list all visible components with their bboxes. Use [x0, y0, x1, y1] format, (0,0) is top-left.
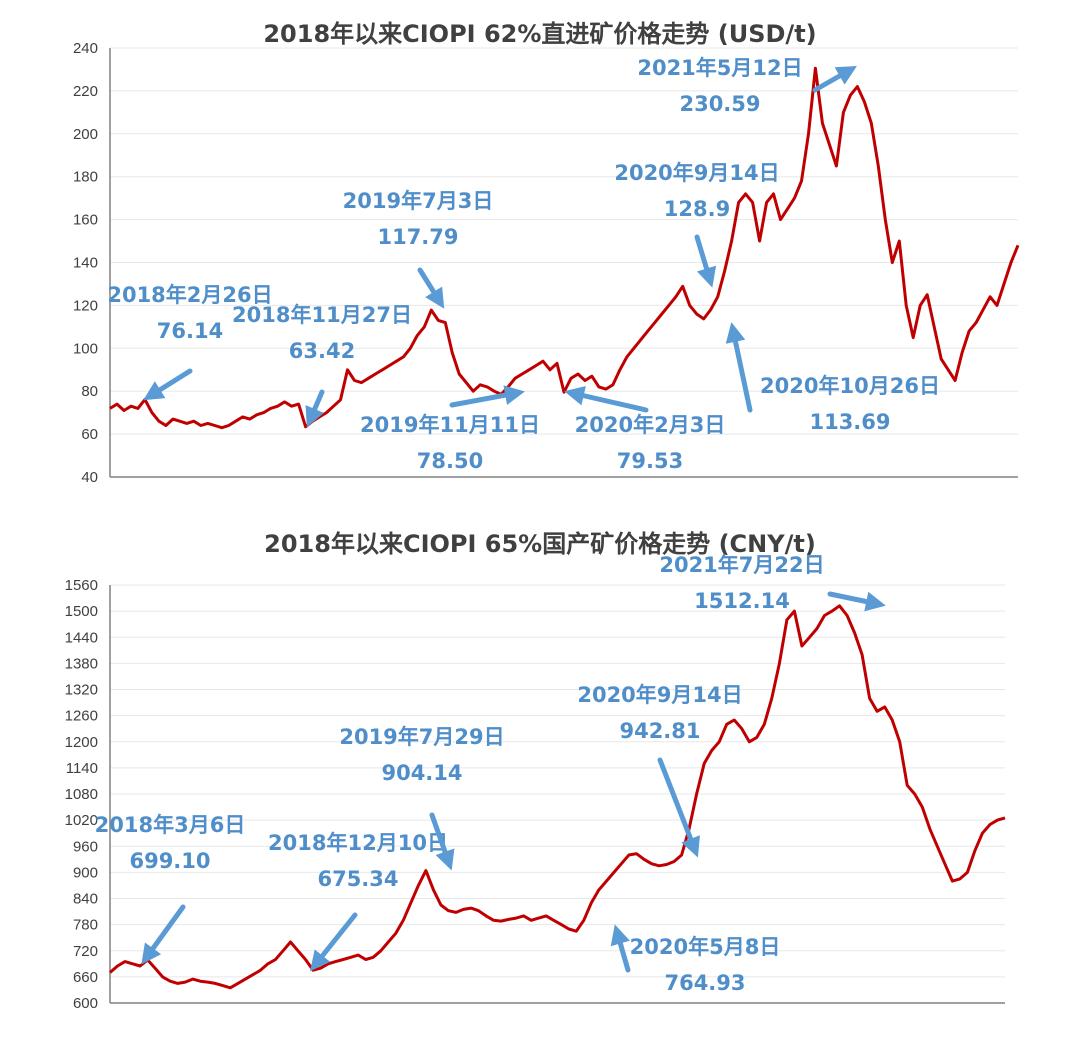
- usd-annotation-value: 78.50: [417, 449, 483, 473]
- usd-y-tick-label: 100: [73, 340, 98, 357]
- usd-annotation-date: 2019年11月11日: [360, 413, 540, 437]
- cny-y-tick-label: 1260: [65, 708, 98, 725]
- usd-annotation-arrow: [305, 389, 325, 428]
- usd-annotation-date: 2021年5月12日: [637, 56, 802, 80]
- usd-annotation-arrow: [564, 385, 649, 413]
- cny-annotation-arrow: [141, 904, 186, 965]
- usd-y-tick-label: 160: [73, 212, 98, 229]
- usd-annotation-value: 113.69: [809, 410, 890, 434]
- cny-annotation-arrow: [610, 924, 631, 973]
- usd-y-tick-label: 120: [73, 297, 98, 314]
- cny-annotation-date: 2021年7月22日: [659, 553, 824, 577]
- cny-annotation-arrow: [657, 757, 700, 858]
- usd-annotation-arrow: [812, 66, 857, 93]
- usd-annotation-date: 2018年2月26日: [107, 283, 272, 307]
- cny-y-tick-label: 600: [73, 995, 98, 1012]
- cny-annotation-date: 2020年5月8日: [630, 935, 781, 959]
- cny-annotation-arrow: [429, 812, 455, 871]
- usd-y-tick-label: 140: [73, 255, 98, 272]
- cny-y-tick-label: 720: [73, 943, 98, 960]
- usd-annotation-arrow: [694, 234, 717, 288]
- cny-annotation-value: 675.34: [317, 867, 398, 891]
- usd-y-tick-label: 40: [81, 469, 98, 486]
- cny-y-tick-label: 660: [73, 969, 98, 986]
- cny-annotation-arrow: [310, 912, 358, 972]
- usd-y-tick-label: 60: [81, 426, 98, 443]
- cny-y-tick-label: 1140: [66, 760, 98, 777]
- cny-y-tick-label: 1500: [65, 603, 98, 620]
- usd-annotation-arrow: [143, 368, 193, 401]
- usd-annotation-date: 2020年2月3日: [575, 413, 726, 437]
- cny-annotation-date: 2018年3月6日: [95, 813, 246, 837]
- cny-y-tick-label: 780: [73, 917, 98, 934]
- cny-y-tick-label: 1080: [65, 786, 98, 803]
- chart-cny-plot: 600 660 720 780 840 900 960 1020 1080 1140 1200 126…: [65, 553, 1006, 1012]
- usd-annotation-value: 63.42: [289, 339, 355, 363]
- usd-price-line: [109, 66, 1020, 430]
- usd-annotation-value: 76.14: [157, 319, 223, 343]
- cny-y-tick-label: 1200: [65, 734, 98, 751]
- usd-annotation-date: 2020年9月14日: [614, 161, 779, 185]
- cny-y-tick-label: 840: [73, 891, 98, 908]
- cny-y-tick-label: 1560: [65, 577, 98, 594]
- cny-y-tick-label: 1020: [65, 812, 98, 829]
- usd-y-tick-label: 220: [73, 83, 98, 100]
- cny-annotation-value: 699.10: [129, 849, 210, 873]
- usd-annotation-date: 2020年10月26日: [760, 374, 940, 398]
- chart-cny: 2018年以来CIOPI 65%国产矿价格走势 (CNY/t) 600 660 72…: [0, 510, 1080, 1042]
- usd-y-tick-label: 80: [81, 383, 98, 400]
- chart-usd-plot: 40 60 80 100 120 140 160 180 200 220 240 2018年2月26日…: [73, 40, 1020, 486]
- cny-y-tick-label: 900: [73, 864, 98, 881]
- chart-usd: 2018年以来CIOPI 62%直进矿价格走势 (USD/t) 40 60 80 10…: [0, 0, 1080, 500]
- usd-annotation-date: 2018年11月27日: [232, 303, 412, 327]
- usd-annotation-date: 2019年7月3日: [343, 189, 494, 213]
- usd-annotation-arrow: [417, 267, 445, 309]
- usd-annotation-value: 117.79: [377, 225, 458, 249]
- cny-annotation-value: 1512.14: [694, 589, 790, 613]
- cny-y-tick-label: 1320: [65, 682, 98, 699]
- usd-y-tick-label: 200: [73, 126, 98, 143]
- cny-annotation-date: 2020年9月14日: [577, 683, 742, 707]
- cny-y-tick-label: 1440: [65, 629, 98, 646]
- cny-annotation-value: 942.81: [619, 719, 700, 743]
- cny-annotation-arrow: [827, 591, 886, 612]
- cny-annotation-value: 904.14: [381, 761, 462, 785]
- usd-annotation-value: 128.9: [664, 197, 730, 221]
- cny-annotation-value: 764.93: [664, 971, 745, 995]
- chart-usd-title: 2018年以来CIOPI 62%直进矿价格走势 (USD/t): [263, 20, 817, 48]
- usd-annotation-arrow: [449, 385, 525, 408]
- cny-annotation-date: 2019年7月29日: [339, 725, 504, 749]
- usd-y-tick-label: 180: [73, 169, 98, 186]
- cny-annotation-date: 2018年12月10日: [268, 831, 448, 855]
- usd-annotation-value: 230.59: [679, 92, 760, 116]
- usd-y-tick-label: 240: [73, 40, 98, 57]
- usd-annotation-arrow: [725, 322, 753, 413]
- cny-y-tick-label: 1380: [65, 655, 98, 672]
- usd-annotation-value: 79.53: [617, 449, 683, 473]
- chart-cny-title: 2018年以来CIOPI 65%国产矿价格走势 (CNY/t): [264, 530, 816, 558]
- cny-price-line: [109, 604, 1006, 990]
- cny-y-tick-label: 960: [73, 838, 98, 855]
